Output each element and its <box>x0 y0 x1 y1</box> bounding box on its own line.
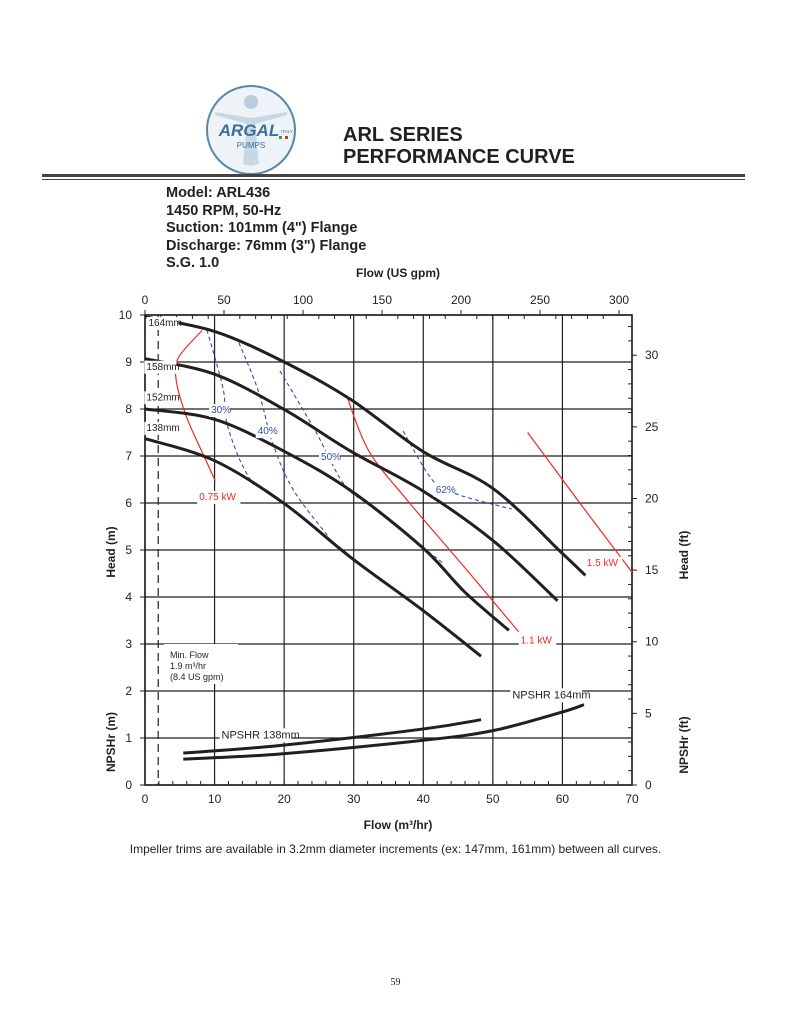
min-flow-label: Min. Flow <box>170 650 209 660</box>
svg-text:PUMPS: PUMPS <box>237 141 265 150</box>
y2-tick-label: 25 <box>645 420 659 434</box>
y-tick-label: 8 <box>125 402 132 416</box>
npshr-curve-NPSHR-164mm <box>183 703 585 761</box>
power-label-bg <box>518 634 557 648</box>
header-rule <box>42 174 745 177</box>
efficiency-label-bg <box>209 404 230 417</box>
y-tick-label: 4 <box>125 590 132 604</box>
impeller-trim-note: Impeller trims are available in 3.2mm di… <box>129 842 662 856</box>
y-axis-title: Head (m) <box>104 526 118 577</box>
x-tick-label: 50 <box>486 792 500 806</box>
x2-tick-label: 0 <box>142 293 149 307</box>
min-flow-label-bg <box>164 644 238 684</box>
efficiency-label-bg <box>433 483 455 497</box>
npshr-164-label-bg <box>510 688 583 703</box>
efficiency-label: 30% <box>211 405 231 416</box>
head-curve-138mm <box>144 437 482 658</box>
x-tick-label: 40 <box>417 792 431 806</box>
npshr-138-label-bg <box>219 728 292 743</box>
power-curve-075kW <box>174 330 216 482</box>
x2-tick-label: 150 <box>372 293 392 307</box>
y2-axis-title-npshr: NPSHr (ft) <box>677 716 691 773</box>
x2-tick-label: 50 <box>217 293 231 307</box>
header-rule-thin <box>42 179 745 180</box>
x2-axis-title: Flow (US gpm) <box>356 266 440 280</box>
head-curve-label-bg <box>146 317 179 331</box>
head-curve-152mm <box>144 407 510 632</box>
npshr-138-label: NPSHR 138mm <box>222 729 300 741</box>
efficiency-label: 40% <box>258 426 278 437</box>
argal-logo: ARGAL PUMPS ITALY <box>205 84 297 176</box>
y-axis-title-npshr: NPSHr (m) <box>104 712 118 772</box>
power-curve-15kW <box>527 432 633 573</box>
npshr-curve-NPSHR-138mm <box>183 718 482 755</box>
y2-axis-title: Head (ft) <box>677 531 691 580</box>
head-curve-164mm <box>144 315 587 577</box>
power-label: 1.1 kW <box>521 635 553 646</box>
head-curve-label: 152mm <box>146 392 179 403</box>
efficiency-label-bg <box>255 425 277 439</box>
y-tick-label: 3 <box>125 637 132 651</box>
y2-tick-label: 5 <box>645 706 652 720</box>
y2-tick-label: 10 <box>645 635 659 649</box>
power-label-bg <box>197 490 241 504</box>
head-curve-label: 158mm <box>146 362 179 373</box>
pump-specs: Model: ARL436 1450 RPM, 50-Hz Suction: 1… <box>166 185 366 273</box>
y2-tick-label: 0 <box>645 778 652 792</box>
page-number: 59 <box>390 977 401 988</box>
min-flow-value: 1.9 m³/hr <box>170 661 206 671</box>
y-tick-label: 7 <box>125 449 132 463</box>
head-curve-label: 164mm <box>148 318 181 329</box>
efficiency-label: 62% <box>436 485 456 496</box>
svg-text:ITALY: ITALY <box>281 129 293 134</box>
title-line-2: PERFORMANCE CURVE <box>343 146 575 168</box>
spec-model: Model: ARL436 <box>166 185 271 201</box>
x-axis-title: Flow (m³/hr) <box>364 818 433 832</box>
y-tick-label: 10 <box>119 308 133 322</box>
head-curve-label-bg <box>144 421 177 435</box>
y-tick-label: 0 <box>125 778 132 792</box>
head-curve-158mm <box>144 357 559 602</box>
x2-tick-label: 300 <box>609 293 629 307</box>
spec-discharge: Discharge: 76mm (3") Flange <box>166 237 367 254</box>
x-tick-label: 30 <box>347 792 361 806</box>
y-tick-label: 6 <box>125 496 132 510</box>
x2-tick-label: 100 <box>293 293 313 307</box>
power-label: 0.75 kW <box>199 492 236 503</box>
efficiency-label: 50% <box>321 452 341 463</box>
power-curve-11kW <box>346 397 520 633</box>
x-tick-label: 10 <box>208 792 222 806</box>
x-tick-label: 70 <box>625 792 639 806</box>
power-label: 1.5 kW <box>587 558 619 569</box>
y-tick-label: 9 <box>125 355 132 369</box>
spec-speed: 1450 RPM, 50-Hz <box>166 202 282 219</box>
x2-tick-label: 250 <box>530 293 550 307</box>
y-tick-label: 1 <box>125 731 132 745</box>
head-curve-label: 138mm <box>146 423 179 434</box>
y-tick-label: 5 <box>125 543 132 557</box>
title-line-1: ARL SERIES <box>343 124 463 146</box>
efficiency-curve-50pct <box>279 370 445 565</box>
x2-tick-label: 200 <box>451 293 471 307</box>
npshr-164-label: NPSHR 164mm <box>512 689 590 701</box>
power-label-bg <box>584 556 623 570</box>
y2-tick-label: 20 <box>645 491 659 505</box>
head-curve-label-bg <box>144 391 177 405</box>
efficiency-label-bg <box>319 451 340 464</box>
efficiency-curve-30pct <box>206 329 254 485</box>
x-tick-label: 60 <box>556 792 570 806</box>
min-flow-gpm: (8.4 US gpm) <box>170 672 224 682</box>
y-tick-label: 2 <box>125 684 132 698</box>
svg-text:ARGAL: ARGAL <box>218 121 279 140</box>
spec-sg: S.G. 1.0 <box>166 255 220 271</box>
x-tick-label: 20 <box>277 792 291 806</box>
head-curve-label-bg <box>144 360 177 374</box>
y2-tick-label: 15 <box>645 563 659 577</box>
y2-tick-label: 30 <box>645 348 659 362</box>
x-tick-label: 0 <box>142 792 149 806</box>
page-title: ARL SERIES PERFORMANCE CURVE <box>343 124 575 168</box>
spec-suction: Suction: 101mm (4") Flange <box>166 220 358 236</box>
